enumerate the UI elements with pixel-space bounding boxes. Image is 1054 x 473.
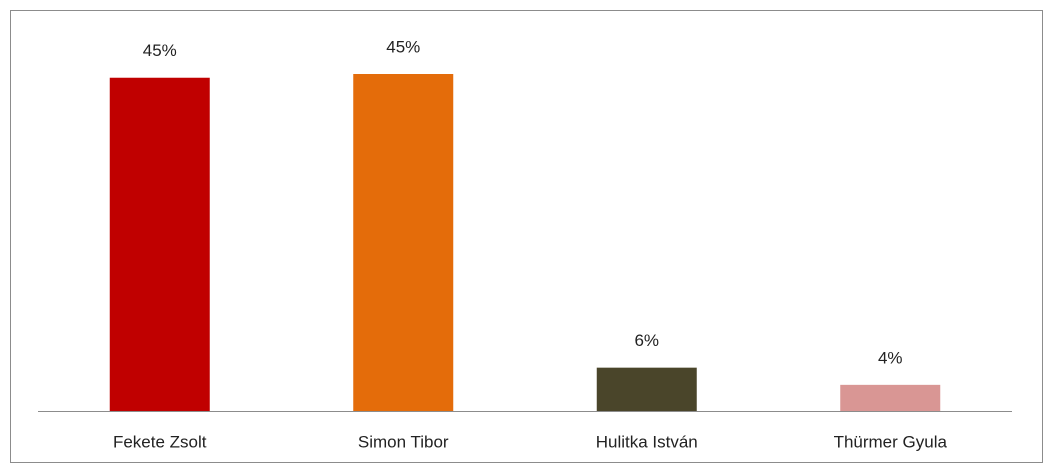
x-tick-label: Fekete Zsolt [113,432,207,451]
value-label: 4% [878,348,903,367]
x-tick-label: Thürmer Gyula [834,432,948,451]
bar [353,74,454,411]
bar [109,77,210,411]
bar [596,367,697,411]
value-label: 45% [386,37,420,56]
value-label: 6% [634,331,659,350]
x-tick-label: Hulitka István [596,432,698,451]
x-tick-label: Simon Tibor [358,432,449,451]
bar [840,384,941,411]
value-label: 45% [143,41,177,60]
